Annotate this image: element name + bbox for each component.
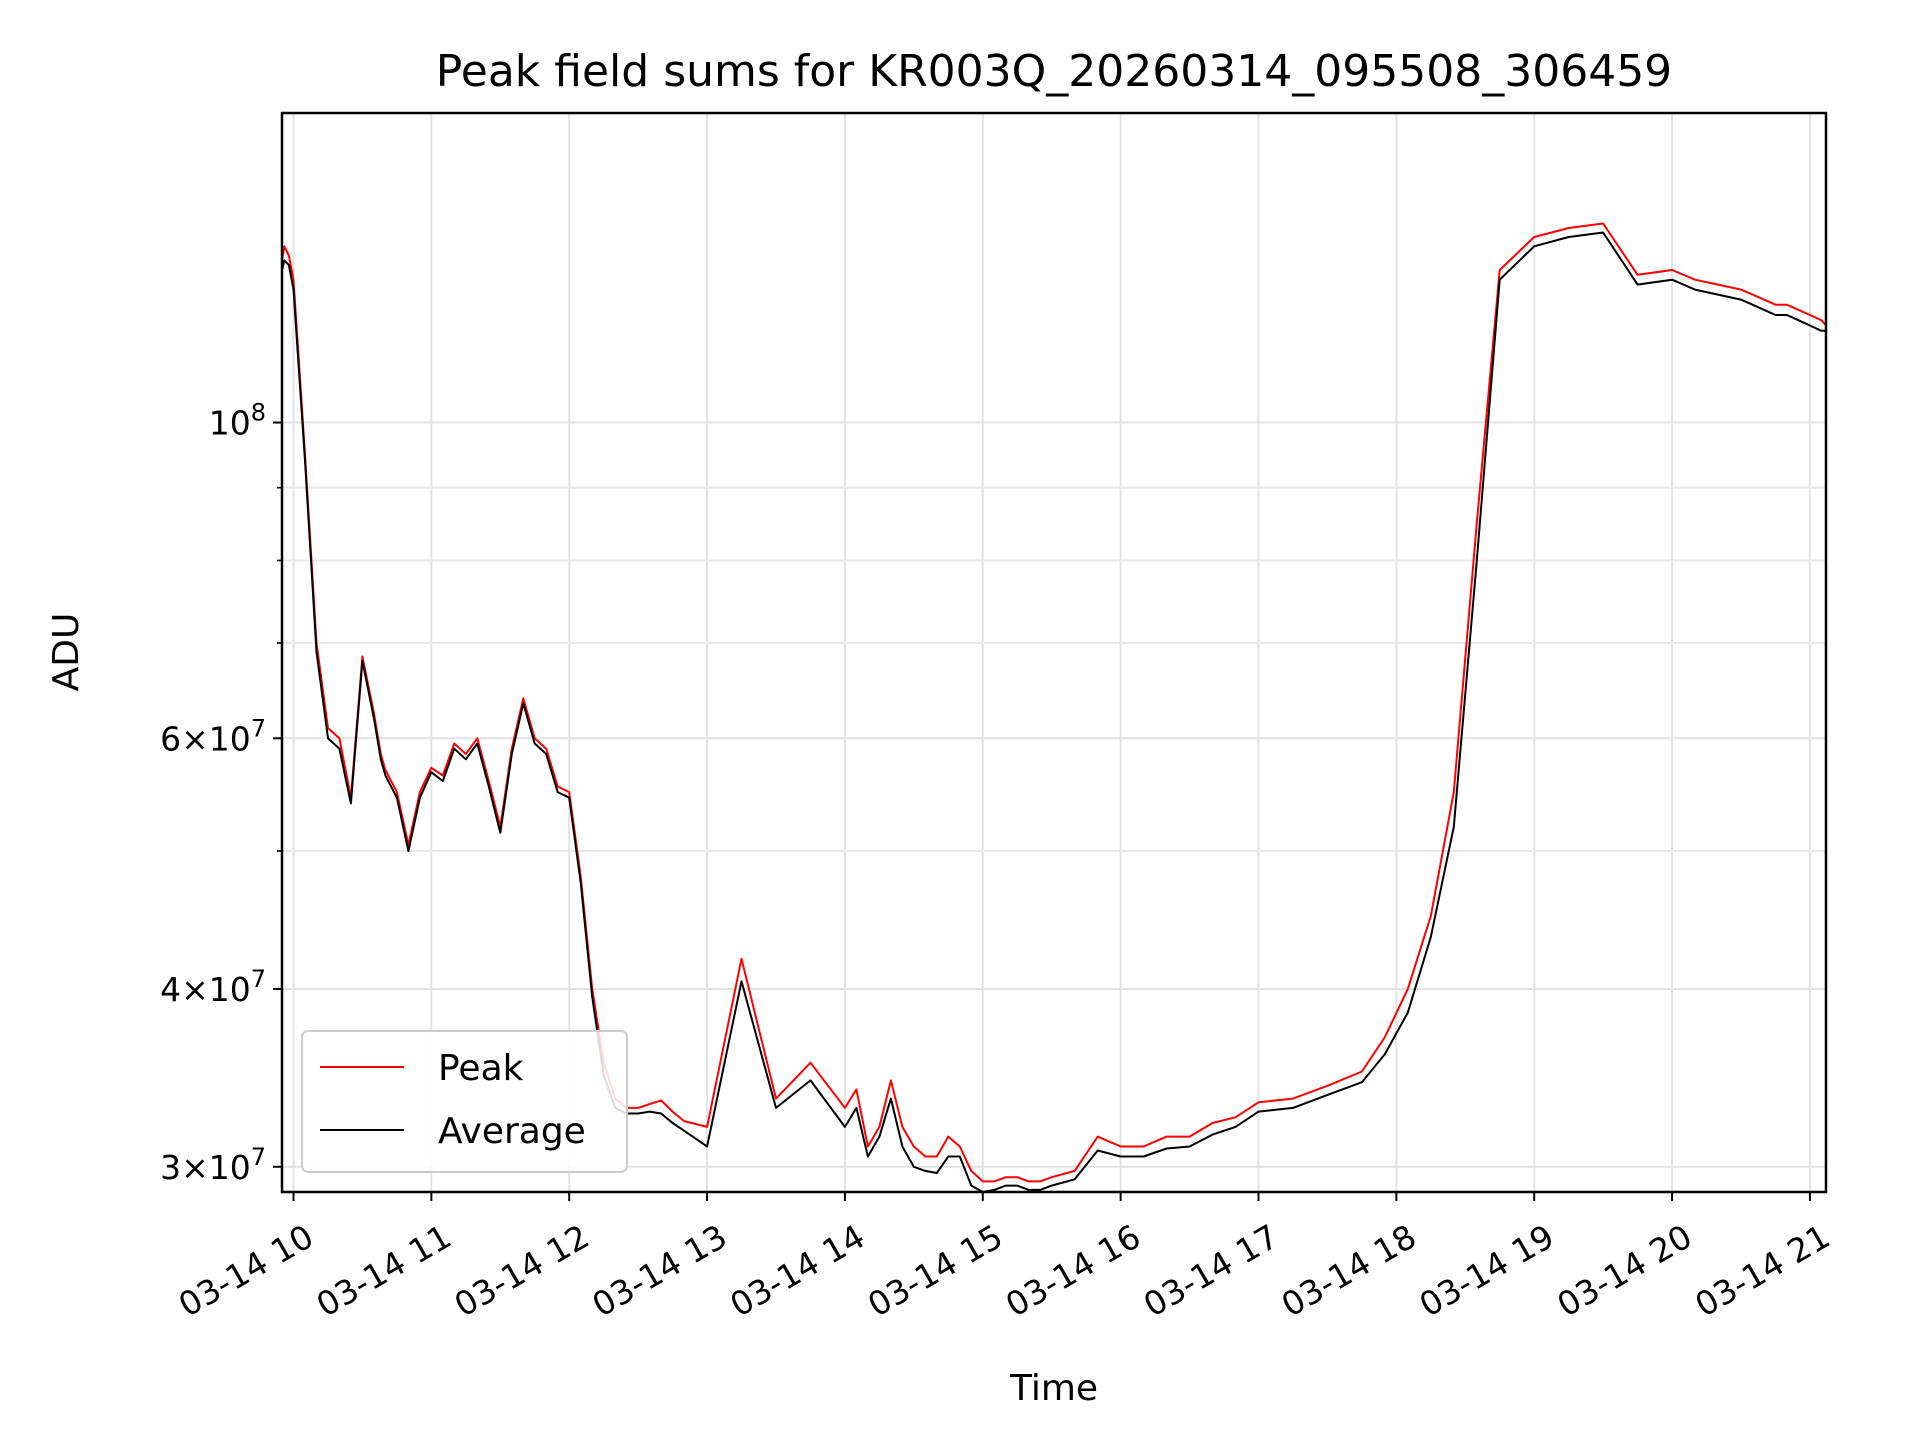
- plot-area: [281, 132, 1827, 1193]
- y-tick-label: 6×107: [160, 714, 266, 758]
- axes-frame: [280, 111, 1828, 1194]
- legend-label-average: Average: [438, 1111, 586, 1152]
- y-tick-label: 4×107: [160, 965, 266, 1009]
- grid: [282, 113, 1826, 1192]
- legend-label-peak: Peak: [438, 1048, 524, 1089]
- legend: Peak Average: [301, 1030, 628, 1173]
- x-axis-label: Time: [1009, 1368, 1098, 1409]
- series-line-peak: [281, 132, 1827, 1183]
- y-tick-label: 108: [209, 399, 266, 443]
- y-axis-ticks: 3×107 4×107 6×107 108: [160, 399, 282, 1187]
- y-axis-label: ADU: [46, 613, 87, 692]
- y-tick-label: 3×107: [160, 1143, 266, 1187]
- series-line-average: [281, 231, 1826, 1193]
- chart-title: Peak field sums for KR003Q_20260314_0955…: [436, 46, 1672, 97]
